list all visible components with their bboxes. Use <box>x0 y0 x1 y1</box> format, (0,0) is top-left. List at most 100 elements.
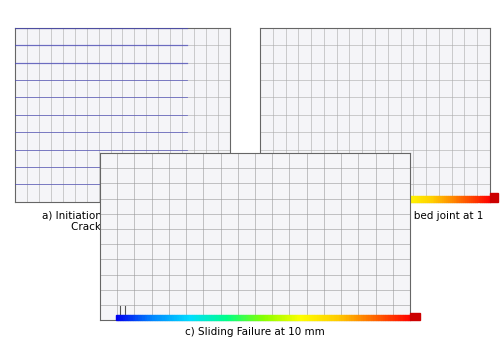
Bar <box>478 196 480 202</box>
Bar <box>371 196 373 202</box>
Bar <box>405 315 407 320</box>
Bar <box>224 315 226 320</box>
Bar <box>390 196 392 202</box>
Bar <box>226 315 228 320</box>
Bar <box>471 196 472 202</box>
Bar <box>289 196 290 202</box>
Bar <box>450 196 452 202</box>
Bar <box>358 315 361 320</box>
Bar <box>358 196 360 202</box>
Bar <box>218 315 221 320</box>
Bar <box>177 315 180 320</box>
Bar <box>461 196 463 202</box>
Bar <box>155 315 157 320</box>
Bar <box>379 196 381 202</box>
Bar <box>364 196 366 202</box>
Bar <box>238 315 240 320</box>
Bar <box>434 196 436 202</box>
Bar <box>209 315 211 320</box>
Bar <box>412 196 414 202</box>
Bar <box>116 315 118 320</box>
Bar <box>446 196 448 202</box>
Bar <box>488 196 490 202</box>
Bar <box>283 196 285 202</box>
Bar <box>448 196 450 202</box>
Bar <box>288 315 290 320</box>
Bar <box>384 196 386 202</box>
Bar <box>350 196 352 202</box>
Bar <box>346 315 348 320</box>
Bar <box>344 315 346 320</box>
Bar <box>199 315 202 320</box>
Bar <box>142 315 145 320</box>
Bar <box>270 315 272 320</box>
Bar <box>258 315 260 320</box>
Bar <box>172 315 174 320</box>
Bar <box>221 315 224 320</box>
Bar <box>287 196 289 202</box>
Bar <box>240 315 243 320</box>
Bar <box>329 196 331 202</box>
Bar <box>432 196 434 202</box>
Bar <box>388 315 390 320</box>
Bar <box>260 196 262 202</box>
Bar <box>324 315 326 320</box>
Bar <box>128 315 130 320</box>
Bar <box>368 196 369 202</box>
Bar <box>304 196 306 202</box>
Bar <box>180 315 182 320</box>
Bar <box>469 196 471 202</box>
Bar <box>366 196 368 202</box>
Bar <box>346 196 348 202</box>
Bar <box>386 315 388 320</box>
Bar <box>480 196 482 202</box>
Bar <box>170 315 172 320</box>
Bar <box>130 315 132 320</box>
Bar <box>275 315 278 320</box>
Bar <box>272 196 274 202</box>
Bar <box>310 315 312 320</box>
Bar <box>390 315 393 320</box>
Bar <box>421 196 423 202</box>
Bar <box>428 196 430 202</box>
Bar <box>186 315 189 320</box>
Bar <box>276 196 277 202</box>
Bar <box>419 196 421 202</box>
Bar <box>366 315 368 320</box>
Bar <box>123 315 126 320</box>
Bar <box>377 196 379 202</box>
Bar <box>292 315 294 320</box>
Bar <box>415 196 417 202</box>
Bar <box>381 196 382 202</box>
Bar <box>196 315 199 320</box>
Bar <box>393 315 396 320</box>
Bar <box>312 315 314 320</box>
Bar <box>410 196 412 202</box>
Bar <box>473 196 474 202</box>
Bar <box>298 196 300 202</box>
Bar <box>406 196 407 202</box>
Bar <box>290 315 292 320</box>
Text: b) Initiation of Sliding along bed joint at 1
mm: b) Initiation of Sliding along bed joint… <box>266 211 484 232</box>
Bar <box>280 315 282 320</box>
Bar <box>458 196 460 202</box>
Bar <box>334 315 336 320</box>
Bar <box>174 315 177 320</box>
Bar <box>250 315 253 320</box>
Bar <box>323 196 325 202</box>
Bar <box>427 196 428 202</box>
Bar <box>430 196 432 202</box>
Bar <box>316 315 319 320</box>
Bar <box>327 196 329 202</box>
Bar <box>423 196 425 202</box>
Bar <box>274 196 276 202</box>
Bar <box>456 196 458 202</box>
Bar <box>476 196 478 202</box>
Bar <box>370 315 373 320</box>
Bar <box>460 196 461 202</box>
Bar <box>278 315 280 320</box>
Bar <box>444 196 446 202</box>
Bar <box>348 315 351 320</box>
Bar <box>436 196 438 202</box>
Bar <box>368 315 370 320</box>
